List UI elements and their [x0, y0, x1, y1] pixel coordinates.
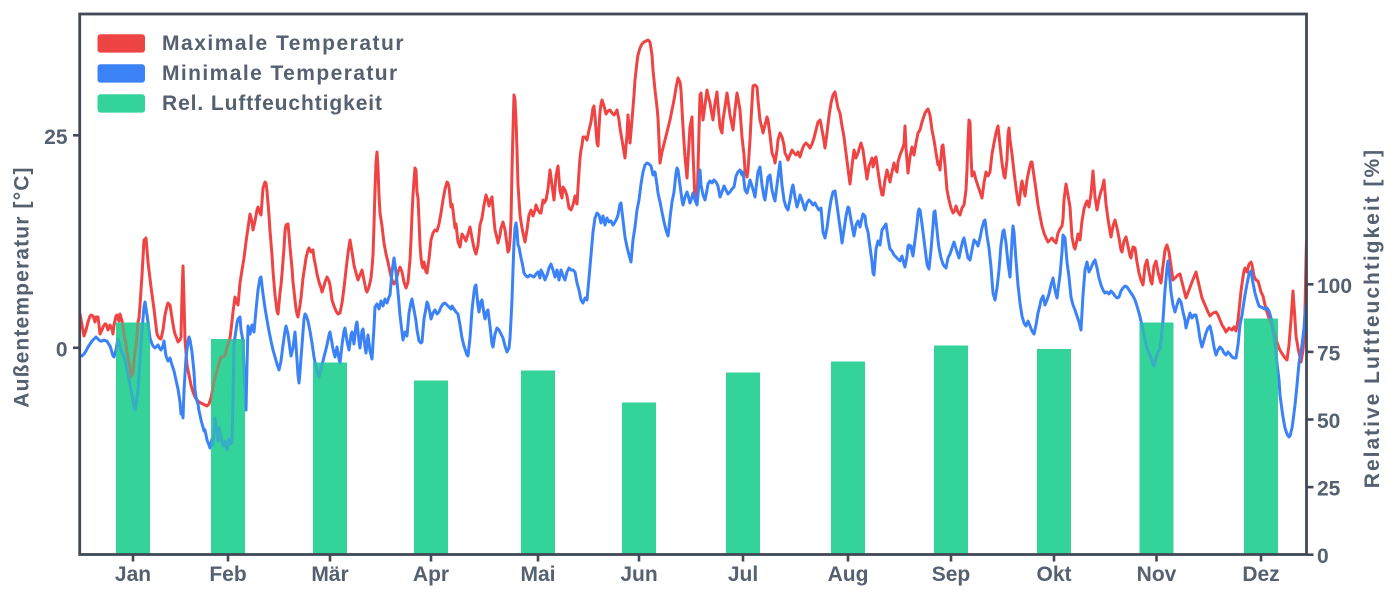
svg-text:Jan: Jan	[115, 563, 151, 586]
svg-text:Okt: Okt	[1036, 563, 1071, 586]
svg-text:25: 25	[44, 126, 68, 149]
svg-text:Minimale Temperatur: Minimale Temperatur	[162, 62, 399, 85]
svg-text:Feb: Feb	[209, 563, 246, 586]
svg-text:Dez: Dez	[1242, 563, 1279, 586]
svg-text:Aug: Aug	[828, 563, 869, 586]
svg-text:25: 25	[1317, 478, 1341, 501]
svg-text:75: 75	[1317, 342, 1341, 365]
svg-text:Relative Luftfeuchtigkeit [%]: Relative Luftfeuchtigkeit [%]	[1361, 148, 1384, 488]
svg-text:Mär: Mär	[311, 563, 348, 586]
svg-text:Mai: Mai	[520, 563, 555, 586]
svg-text:0: 0	[56, 338, 68, 361]
svg-text:Jul: Jul	[728, 563, 758, 586]
svg-text:50: 50	[1317, 410, 1340, 433]
svg-text:Maximale Temperatur: Maximale Temperatur	[162, 32, 405, 55]
svg-text:Jun: Jun	[620, 563, 657, 586]
svg-text:100: 100	[1317, 275, 1352, 298]
svg-text:Sep: Sep	[932, 563, 971, 586]
svg-text:Außentemperatur [°C]: Außentemperatur [°C]	[10, 166, 33, 407]
svg-text:0: 0	[1317, 545, 1329, 568]
svg-text:Rel. Luftfeuchtigkeit: Rel. Luftfeuchtigkeit	[162, 92, 383, 115]
svg-text:Nov: Nov	[1137, 563, 1177, 586]
svg-text:Apr: Apr	[413, 563, 449, 586]
